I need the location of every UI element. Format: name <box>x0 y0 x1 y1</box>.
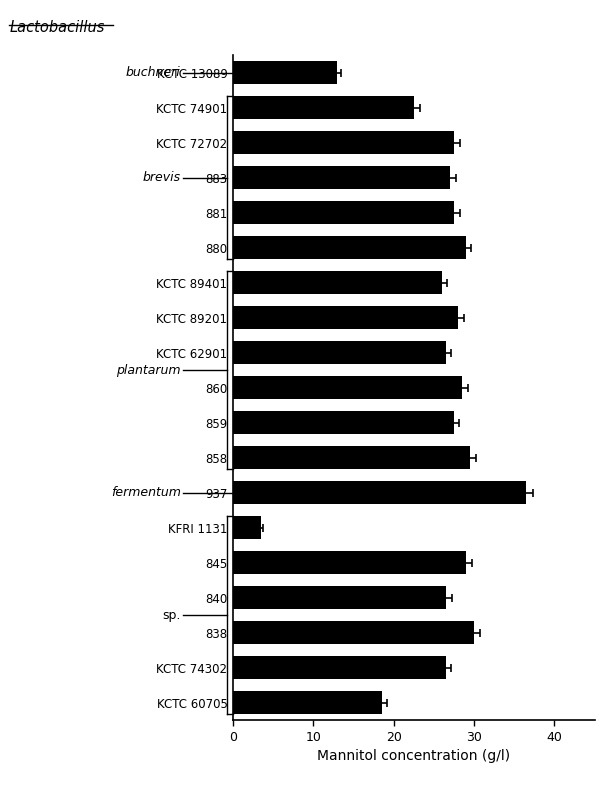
Bar <box>233 166 450 189</box>
Bar <box>233 551 466 574</box>
Bar <box>233 446 470 469</box>
Bar <box>233 621 474 644</box>
Bar <box>233 376 462 399</box>
Bar <box>233 516 261 539</box>
Text: brevis: brevis <box>143 171 181 184</box>
Text: sp.: sp. <box>162 608 181 622</box>
Bar <box>233 61 337 84</box>
Bar <box>233 306 458 329</box>
Text: Lactobacillus: Lactobacillus <box>9 20 105 35</box>
Bar <box>233 691 382 714</box>
Bar <box>233 342 446 364</box>
Text: buchneri: buchneri <box>126 66 181 79</box>
Bar <box>233 656 446 679</box>
Bar <box>233 272 442 294</box>
Text: fermentum: fermentum <box>111 486 181 499</box>
Bar <box>233 481 527 504</box>
Bar <box>233 131 454 154</box>
X-axis label: Mannitol concentration (g/l): Mannitol concentration (g/l) <box>317 749 511 763</box>
Bar <box>233 96 414 119</box>
Bar <box>233 412 454 434</box>
Bar <box>233 586 446 609</box>
Bar <box>233 236 466 259</box>
Bar <box>233 201 454 224</box>
Text: plantarum: plantarum <box>116 364 181 377</box>
